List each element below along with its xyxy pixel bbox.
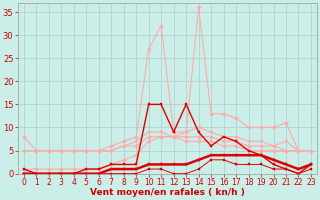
- X-axis label: Vent moyen/en rafales ( kn/h ): Vent moyen/en rafales ( kn/h ): [90, 188, 245, 197]
